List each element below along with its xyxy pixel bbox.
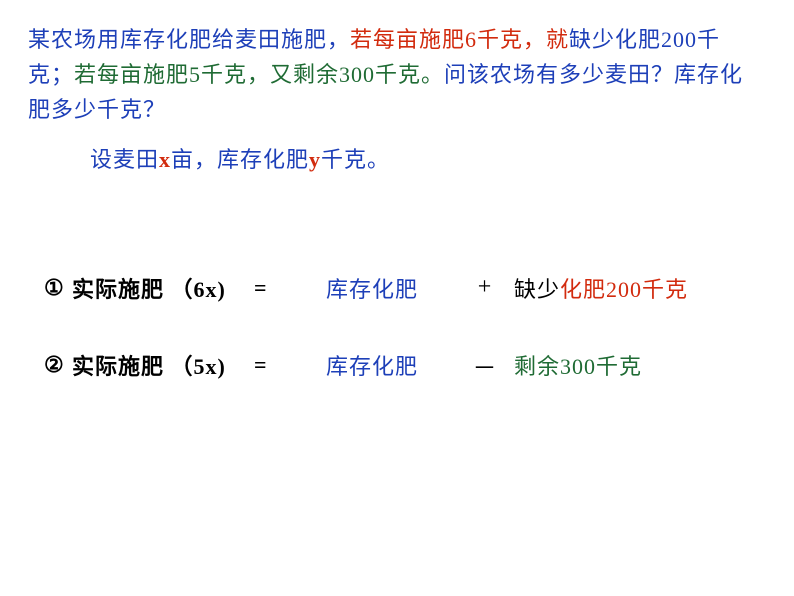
text-part: 6x) [194,277,226,302]
variable-y: y [309,147,321,172]
text-part: 缺少 [514,277,560,302]
text-part: 千克。 [321,147,390,172]
eq-number: ① [44,275,72,301]
eq-right: 剩余300千克 [514,349,642,381]
eq-right: 缺少化肥200千克 [514,272,688,304]
text-part: 实际施肥 （ [72,277,194,302]
text-part: ； [51,62,74,87]
stock-term: 库存化肥 [326,272,456,304]
text-part: 若每亩施肥5千克，又剩余300千克。 [74,62,444,87]
equals-sign: = [254,275,326,301]
variable-x: x [159,147,171,172]
setup-line: 设麦田x亩，库存化肥y千克。 [90,142,766,174]
text-part: 实际施肥 （ [72,354,194,379]
text-part: 化肥200千克 [560,277,688,302]
equations-block: ① 实际施肥 （6x) = 库存化肥 + 缺少化肥200千克 ② 实际施肥 （5… [44,272,766,383]
eq-left: 实际施肥 （6x) [72,272,254,304]
eq-number: ② [44,352,72,378]
text-part: 5x) [194,354,226,379]
equals-sign: = [254,352,326,378]
plus-sign: + [456,274,514,301]
stock-term: 库存化肥 [326,349,456,381]
text-part: 某农场用库存化肥给麦田施肥， [28,27,350,52]
eq-left: 实际施肥 （5x) [72,349,254,381]
text-part: 亩，库存化肥 [171,147,309,172]
text-part: 剩余300千克 [514,354,642,379]
text-part: 若每亩施肥6千克，就 [350,27,569,52]
equation-2: ② 实际施肥 （5x) = 库存化肥 － 剩余300千克 [44,348,766,383]
text-part: 设麦田 [90,147,159,172]
minus-sign: － [456,348,514,383]
problem-statement: 某农场用库存化肥给麦田施肥，若每亩施肥6千克，就缺少化肥200千克；若每亩施肥5… [28,22,766,128]
equation-1: ① 实际施肥 （6x) = 库存化肥 + 缺少化肥200千克 [44,272,766,304]
